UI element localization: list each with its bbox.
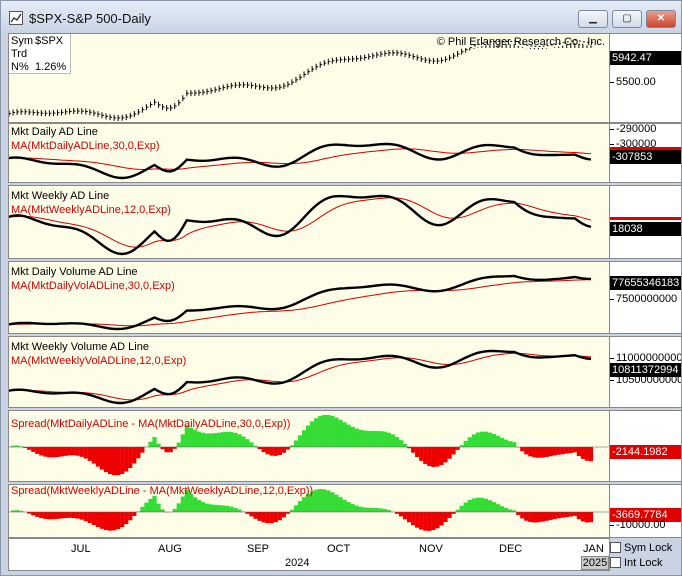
int-lock-checkbox[interactable]: Int Lock — [610, 557, 663, 569]
price-last-value: 5942.47 — [610, 51, 681, 65]
close-button[interactable]: ✕ — [646, 10, 676, 28]
weekly-volume-ad-line-axis[interactable]: 11000000000 10811372994 10500000000 — [610, 336, 681, 408]
daily-spread-axis[interactable]: -2144.1982 — [610, 410, 681, 482]
axis-tick: -290000 — [610, 124, 656, 135]
last-value: 18038 — [610, 222, 681, 236]
last-value: 77655346183 — [610, 276, 681, 290]
spread-label: Spread(MktWeeklyADLine - MA(MktWeeklyADL… — [11, 485, 314, 497]
daily-volume-ad-line-axis[interactable]: 77655346183 7500000000 — [610, 261, 681, 334]
close-icon: ✕ — [656, 13, 666, 24]
weekly-volume-ad-line-chart — [9, 349, 592, 405]
daily-ad-line-axis[interactable]: -290000 -300000 -307853 — [610, 123, 681, 183]
n-value: 1.26% — [35, 61, 67, 73]
indicator-line — [9, 349, 592, 405]
indicator-line — [9, 274, 592, 331]
corner-year-label: 2025 — [581, 556, 609, 570]
ma-label: MA(MktWeeklyVolADLine,12,0,Exp) — [11, 355, 187, 367]
weekly-ad-line-chart — [9, 194, 592, 256]
ma-marker — [610, 147, 681, 150]
daily-volume-ad-line-panel[interactable]: Mkt Daily Volume AD Line MA(MktDailyVolA… — [8, 261, 610, 334]
month-label: NOV — [419, 543, 443, 555]
minimize-button[interactable]: ▁ — [578, 10, 608, 28]
daily-spread-panel[interactable]: Spread(MktDailyADLine - MA(MktDailyADLin… — [8, 410, 610, 482]
indicator-line — [9, 142, 592, 180]
daily-ad-line-chart — [9, 142, 592, 180]
weekly-ad-line-panel[interactable]: Mkt Weekly AD Line MA(MktWeeklyADLine,12… — [8, 185, 610, 259]
minimize-icon: ▁ — [589, 13, 597, 24]
ma-line — [9, 197, 592, 248]
weekly-spread-panel[interactable]: Spread(MktWeeklyADLine - MA(MktWeeklyADL… — [8, 484, 610, 538]
month-label: JAN — [583, 543, 604, 555]
ma-label: MA(MktDailyVolADLine,30,0,Exp) — [11, 280, 175, 292]
panel-title: Mkt Daily Volume AD Line — [11, 266, 138, 278]
panel-title: Mkt Daily AD Line — [11, 126, 98, 138]
daily-volume-ad-line-chart — [9, 274, 592, 331]
maximize-button[interactable]: ▢ — [612, 10, 642, 28]
copyright-text: © Phil Erlanger Research Co., Inc. — [436, 36, 605, 48]
sym-lock-label: Sym Lock — [624, 542, 673, 554]
axis-tick: -10000.00 — [610, 519, 666, 531]
n-label: N% — [11, 61, 29, 73]
month-label: OCT — [327, 543, 351, 555]
ma-label: MA(MktDailyADLine,30,0,Exp) — [11, 140, 160, 152]
daily-spread-chart — [9, 415, 609, 476]
month-label: DEC — [499, 543, 523, 555]
ma-line — [9, 352, 592, 401]
ma-line — [9, 279, 592, 327]
sym-label: Sym — [11, 35, 33, 47]
trd-label: Trd — [11, 48, 28, 60]
price-bar-chart — [9, 39, 593, 121]
price-axis[interactable]: 5942.47 5500.00 — [610, 33, 681, 123]
title-bar[interactable]: $SPX-S&P 500-Daily ▁ ▢ ✕ — [1, 1, 681, 33]
ma-marker — [610, 217, 681, 220]
weekly-volume-ad-line-panel[interactable]: Mkt Weekly Volume AD Line MA(MktWeeklyVo… — [8, 336, 610, 408]
sym-value: $SPX — [35, 35, 64, 47]
month-label: AUG — [158, 543, 182, 555]
checkbox-icon — [610, 557, 621, 568]
indicator-line — [9, 194, 592, 256]
price-tick: 5500.00 — [610, 76, 656, 88]
axis-tick: 10500000000 — [610, 374, 681, 386]
year-label: 2024 — [285, 557, 310, 569]
sym-lock-checkbox[interactable]: Sym Lock — [610, 542, 672, 554]
month-label: SEP — [247, 543, 270, 555]
app-chart-icon — [9, 11, 23, 25]
checkbox-icon — [610, 542, 621, 553]
axis-tick: 7500000000 — [610, 293, 677, 305]
ma-line — [9, 148, 592, 170]
window-title: $SPX-S&P 500-Daily — [29, 11, 151, 26]
symbol-info-box: Sym $SPX Trd N% 1.26% — [9, 34, 71, 74]
price-panel[interactable]: Sym $SPX Trd N% 1.26% © Phil Erlanger Re… — [8, 33, 610, 123]
spread-label: Spread(MktDailyADLine - MA(MktDailyADLin… — [11, 418, 291, 430]
daily-ad-line-panel[interactable]: Mkt Daily AD Line MA(MktDailyADLine,30,0… — [8, 123, 610, 183]
time-axis[interactable]: JUL AUG SEP OCT NOV DEC JAN 2024 — [8, 538, 610, 571]
weekly-ad-line-axis[interactable]: 18038 — [610, 185, 681, 259]
last-value: -307853 — [610, 150, 681, 164]
panel-title: Mkt Weekly AD Line — [11, 190, 110, 202]
maximize-icon: ▢ — [622, 13, 632, 24]
panel-title: Mkt Weekly Volume AD Line — [11, 341, 149, 353]
int-lock-label: Int Lock — [624, 557, 663, 569]
axis-tick: 11000000000 — [610, 352, 681, 364]
weekly-spread-chart — [9, 489, 609, 531]
last-value: -2144.1982 — [610, 445, 681, 459]
ma-label: MA(MktWeeklyADLine,12,0,Exp) — [11, 204, 171, 216]
month-label: JUL — [71, 543, 91, 555]
weekly-spread-axis[interactable]: -3669.7784 -10000.00 — [610, 484, 681, 538]
